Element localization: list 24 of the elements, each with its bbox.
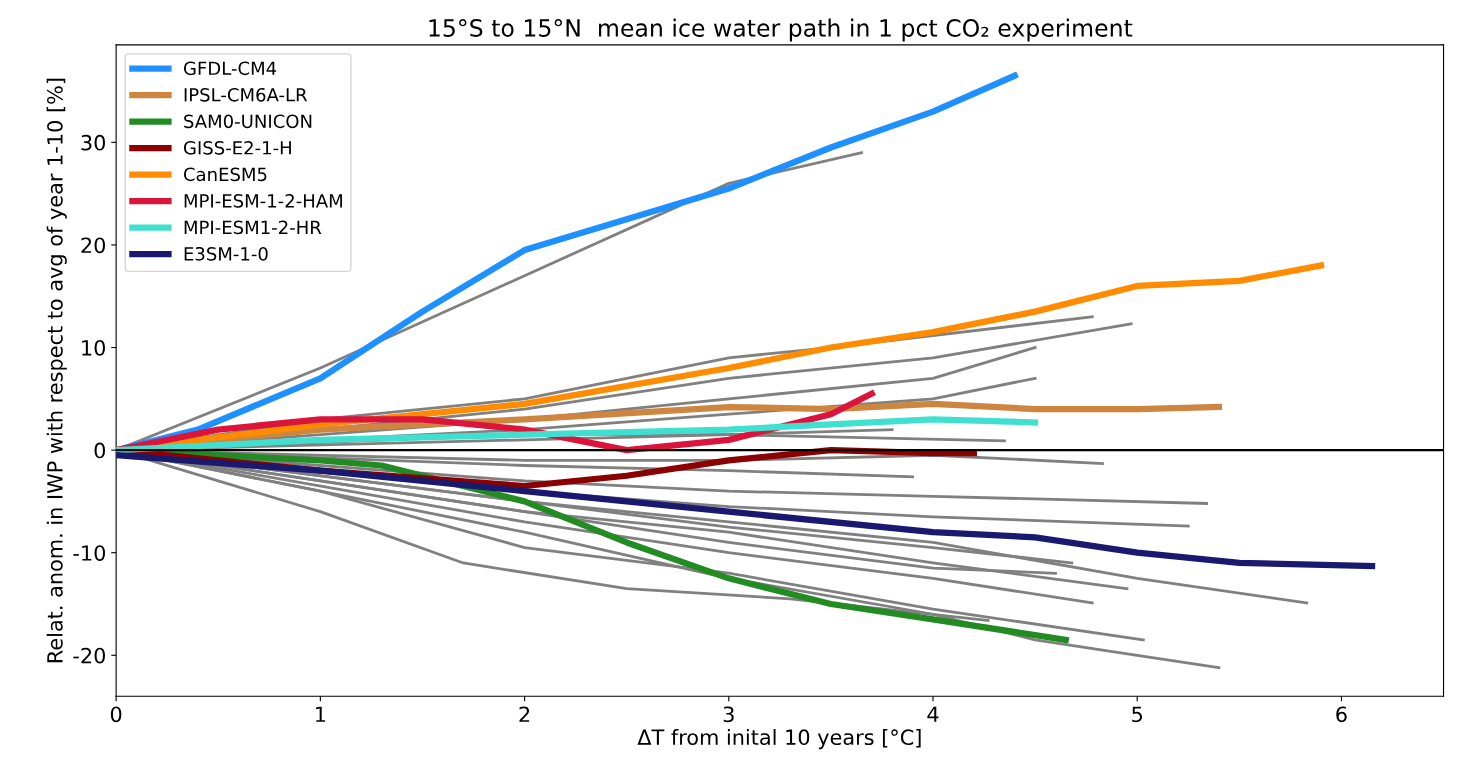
legend-label: E3SM-1-0 xyxy=(184,246,268,261)
legend-label: MPI-ESM1-2-HR xyxy=(184,220,322,235)
y-tick-label: -20 xyxy=(73,647,106,664)
legend-label: CanESM5 xyxy=(183,167,267,182)
legend-label: IPSL-CM6A-LR xyxy=(184,87,308,102)
x-tick-label: 1 xyxy=(316,706,326,722)
y-tick-label: -10 xyxy=(73,545,106,561)
y-tick-label: 30 xyxy=(81,134,106,151)
x-tick-label: 5 xyxy=(1132,706,1143,723)
legend-label: SAM0-UNICON xyxy=(184,114,312,129)
y-tick-label: 0 xyxy=(94,442,106,459)
x-tick-label: 3 xyxy=(723,706,734,723)
x-tick-label: 2 xyxy=(519,706,530,722)
x-tick-label: 0 xyxy=(110,706,122,723)
legend-label: GISS-E2-1-H xyxy=(183,140,291,155)
y-axis-title: Relat. anom. in IWP with respect to avg of year 1-10 [%] xyxy=(46,78,67,663)
chart-title: 15°S to 15°N mean ice water path in 1 pct CO₂ experiment xyxy=(429,18,1133,42)
x-axis-title: ΔT from inital 10 years [°C] xyxy=(637,728,921,750)
x-tick-label: 4 xyxy=(927,706,939,722)
y-tick-label: 20 xyxy=(81,237,106,254)
legend-label: MPI-ESM-1-2-HAM xyxy=(184,193,342,208)
y-tick-label: 10 xyxy=(82,339,106,356)
legend-label: GFDL-CM4 xyxy=(183,61,277,76)
x-tick-label: 6 xyxy=(1336,706,1347,723)
